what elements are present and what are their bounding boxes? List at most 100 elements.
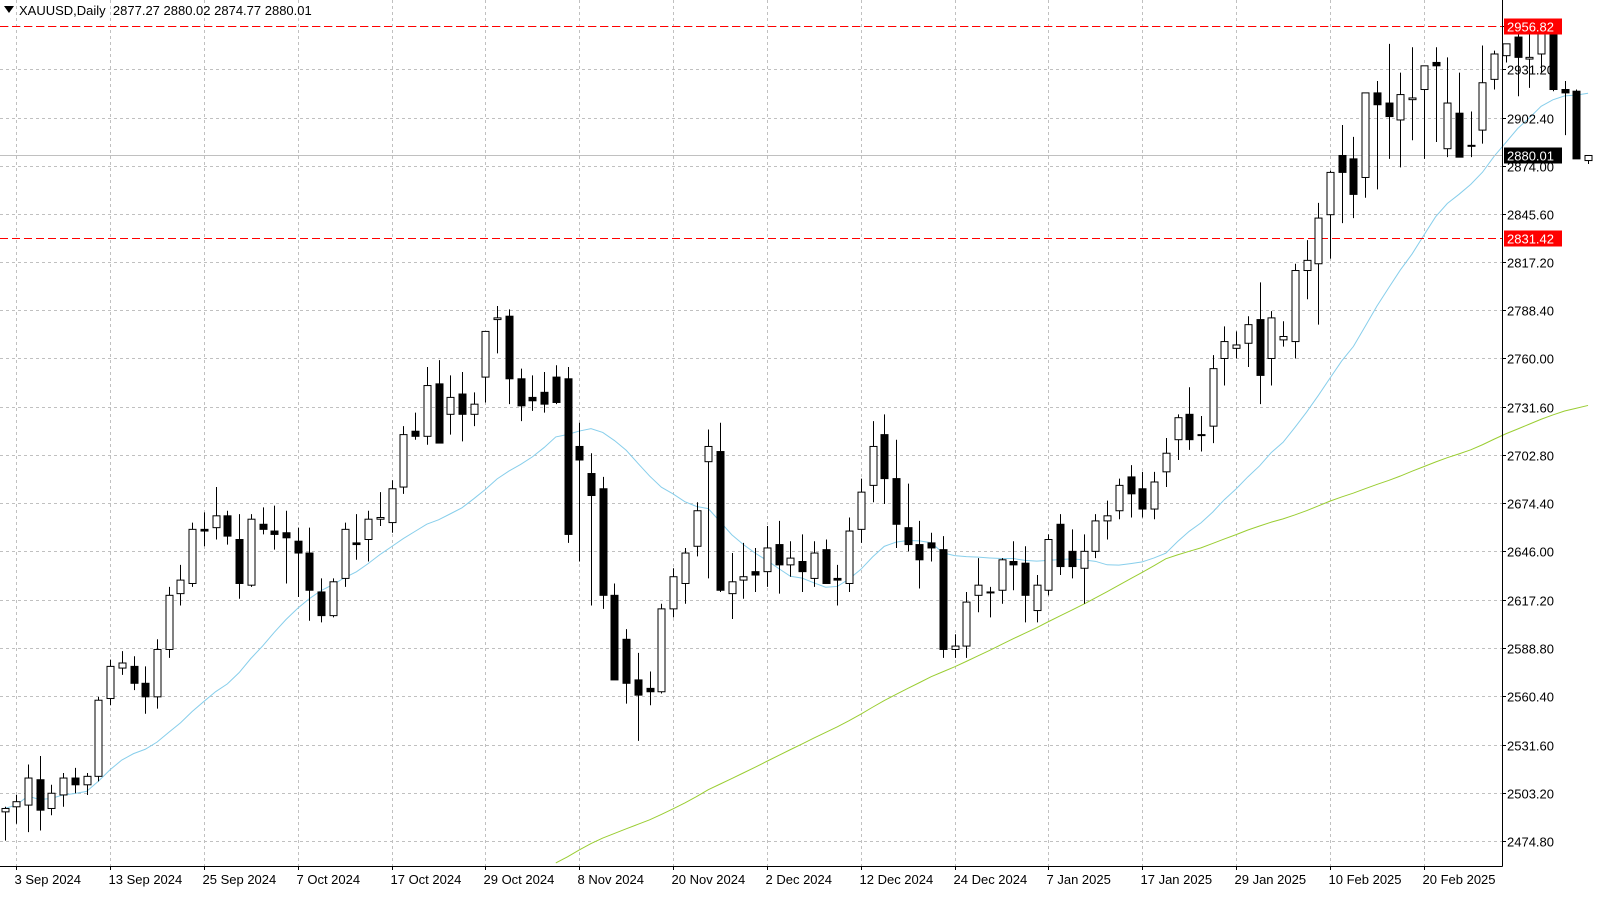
candle-body bbox=[786, 557, 795, 566]
candle-body bbox=[974, 584, 983, 596]
y-tick-label: 2646.00 bbox=[1507, 545, 1554, 560]
candle-body bbox=[610, 594, 619, 681]
candle bbox=[1467, 111, 1476, 158]
candle bbox=[798, 534, 807, 592]
candle-body bbox=[880, 434, 889, 480]
candle-body bbox=[435, 383, 444, 444]
candle bbox=[24, 764, 33, 833]
candle bbox=[83, 772, 92, 795]
candle-body bbox=[751, 571, 760, 576]
candle-body bbox=[505, 315, 514, 380]
candle-body bbox=[493, 317, 502, 321]
candle-body bbox=[739, 576, 748, 581]
candle-body bbox=[763, 547, 772, 573]
candle bbox=[1432, 47, 1441, 142]
candle-body bbox=[599, 488, 608, 596]
candle bbox=[94, 696, 103, 782]
candle-body bbox=[1443, 102, 1452, 150]
candle-body bbox=[634, 679, 643, 696]
candle bbox=[564, 366, 573, 543]
candle-body bbox=[575, 445, 584, 461]
y-tick-label: 2902.40 bbox=[1507, 112, 1554, 127]
candle bbox=[341, 522, 350, 587]
candle bbox=[646, 671, 655, 706]
candle-body bbox=[223, 515, 232, 537]
candle bbox=[12, 794, 21, 824]
candle bbox=[305, 527, 314, 621]
candle-body bbox=[1478, 82, 1487, 131]
candle-body bbox=[1103, 515, 1112, 522]
y-tick-label: 2817.20 bbox=[1507, 256, 1554, 271]
candle-body bbox=[1174, 417, 1183, 441]
candle-body bbox=[869, 445, 878, 486]
y-tick-label: 2931.20 bbox=[1507, 63, 1554, 78]
candle-body bbox=[1080, 550, 1089, 569]
candle-body bbox=[47, 792, 56, 809]
candle-body bbox=[24, 777, 33, 806]
y-tick-label: 2845.60 bbox=[1507, 208, 1554, 223]
candle bbox=[751, 547, 760, 592]
dropdown-triangle-icon[interactable] bbox=[4, 6, 14, 13]
x-tick-label: 13 Sep 2024 bbox=[109, 872, 183, 887]
candle-body bbox=[857, 491, 866, 530]
candle bbox=[1068, 529, 1077, 579]
candle bbox=[1361, 92, 1370, 198]
candle bbox=[716, 422, 725, 592]
y-tick-label: 2674.40 bbox=[1507, 497, 1554, 512]
candle-body bbox=[1150, 481, 1159, 510]
candle bbox=[352, 514, 361, 560]
candle bbox=[458, 372, 467, 442]
candle bbox=[575, 422, 584, 562]
candle bbox=[1291, 263, 1300, 359]
candle-body bbox=[528, 396, 537, 402]
candle bbox=[1150, 471, 1159, 520]
candle bbox=[1314, 202, 1323, 325]
x-tick-label: 20 Nov 2024 bbox=[672, 872, 746, 887]
candlesticks bbox=[1, 23, 1593, 841]
candle bbox=[1396, 72, 1405, 168]
candle-body bbox=[282, 532, 291, 539]
candle-body bbox=[798, 560, 807, 573]
candle bbox=[294, 527, 303, 598]
x-tick-label: 20 Feb 2025 bbox=[1423, 872, 1496, 887]
candle-body bbox=[294, 540, 303, 554]
candle-body bbox=[728, 581, 737, 595]
candle-body bbox=[986, 591, 995, 594]
candle-body bbox=[657, 608, 666, 693]
candle-body bbox=[1232, 344, 1241, 349]
candle-body bbox=[669, 576, 678, 610]
candle-body bbox=[106, 665, 115, 700]
candle bbox=[59, 772, 68, 807]
candle bbox=[1220, 326, 1229, 386]
candle bbox=[364, 510, 373, 562]
candle-body bbox=[1314, 217, 1323, 265]
ohlc-values: 2877.27 2880.02 2874.77 2880.01 bbox=[112, 3, 312, 18]
level-label: 2956.82 bbox=[1507, 20, 1554, 35]
y-tick-label: 2560.40 bbox=[1507, 690, 1554, 705]
candle bbox=[1443, 57, 1452, 158]
candle-body bbox=[470, 403, 479, 415]
level-label-bg bbox=[1504, 18, 1562, 35]
candle-body bbox=[622, 638, 631, 684]
candle bbox=[141, 666, 150, 714]
chart-header: XAUUSD,Daily 2877.27 2880.02 2874.77 288… bbox=[4, 3, 312, 18]
candle bbox=[986, 586, 995, 618]
candle bbox=[200, 512, 209, 547]
candle-body bbox=[1349, 158, 1358, 195]
candle-body bbox=[1068, 550, 1077, 568]
horizontal-levels[interactable] bbox=[0, 26, 1502, 239]
candle bbox=[693, 502, 702, 557]
candle-body bbox=[1115, 484, 1124, 512]
candle bbox=[1256, 282, 1265, 405]
candle bbox=[36, 756, 45, 831]
candle-body bbox=[1044, 539, 1053, 591]
candle bbox=[1103, 500, 1112, 540]
candle bbox=[517, 368, 526, 422]
candle bbox=[599, 476, 608, 609]
candle-body bbox=[83, 775, 92, 786]
candle-body bbox=[1033, 584, 1042, 612]
x-tick-label: 3 Sep 2024 bbox=[15, 872, 82, 887]
y-tick-label: 2531.60 bbox=[1507, 739, 1554, 754]
candle-body bbox=[423, 385, 432, 437]
